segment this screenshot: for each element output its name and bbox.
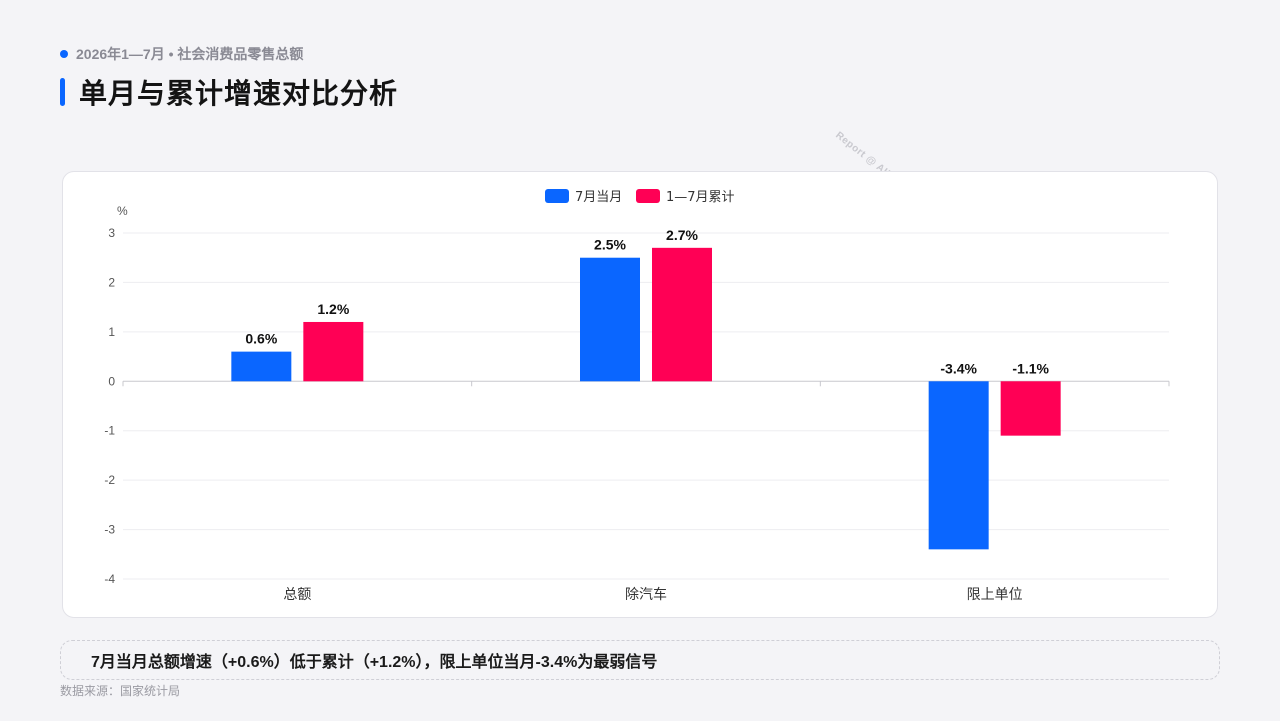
x-tick-label: 限上单位 — [967, 587, 1023, 603]
bar — [928, 381, 989, 550]
bar — [1000, 381, 1061, 436]
chart-card: 3 2 1 0 -1 -2 -3 -4% 总额 0.6% 1.2% 除汽车 2.5% 2.7% 限上单位 -3… — [62, 171, 1218, 618]
y-tick-label: 2 — [108, 275, 115, 289]
eyebrow: 2026年1—7月 • 社会消费品零售总额 — [60, 44, 303, 64]
data-label: 0.6% — [245, 331, 277, 347]
data-label: -3.4% — [940, 360, 977, 376]
y-tick-label: -2 — [104, 473, 115, 487]
bar — [303, 321, 364, 382]
y-tick-label: -4 — [104, 572, 115, 586]
x-tick-label: 除汽车 — [625, 586, 667, 603]
y-tick-label: -3 — [104, 523, 115, 537]
bullet-dot-icon — [60, 50, 68, 58]
legend-label: 7月当月 — [575, 190, 622, 205]
y-tick-label: 1 — [108, 325, 115, 339]
summary-callout: 7月当月总额增速（+0.6%）低于累计（+1.2%），限上单位当月-3.4%为最… — [60, 640, 1220, 680]
data-label: 2.7% — [666, 227, 698, 243]
legend-label: 1—7月累计 — [666, 190, 735, 205]
data-label: -1.1% — [1012, 360, 1049, 376]
data-source: 数据来源：国家统计局 — [60, 684, 181, 698]
y-tick-label: -1 — [104, 424, 115, 438]
y-tick-label: 3 — [108, 226, 115, 240]
page-title: 单月与累计增速对比分析 — [79, 78, 399, 109]
title-block: 单月与累计增速对比分析 — [60, 76, 398, 109]
bar — [580, 257, 640, 382]
y-axis-label: % — [117, 204, 128, 218]
y-tick-label: 0 — [108, 374, 115, 388]
summary-text: 7月当月总额增速（+0.6%）低于累计（+1.2%），限上单位当月-3.4%为最… — [91, 654, 658, 671]
data-label: 1.2% — [317, 301, 349, 317]
eyebrow-text: 2026年1—7月 • 社会消费品零售总额 — [76, 46, 304, 62]
legend-swatch — [636, 189, 660, 203]
legend-swatch — [545, 189, 569, 203]
bar — [652, 247, 712, 382]
bar — [231, 351, 292, 382]
title-accent-bar — [60, 78, 65, 106]
data-label: 2.5% — [594, 237, 626, 253]
x-tick-label: 总额 — [283, 587, 311, 603]
